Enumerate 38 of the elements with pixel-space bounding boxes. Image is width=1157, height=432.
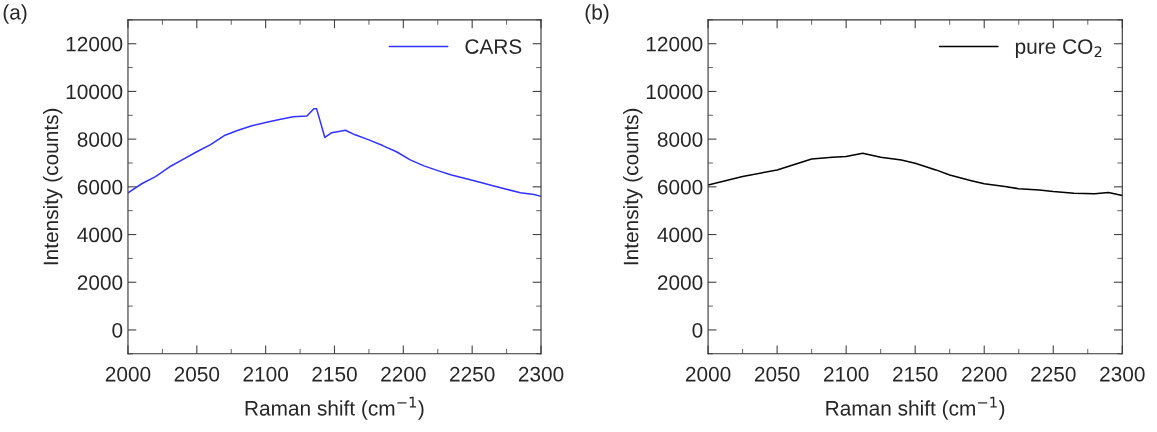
x-tick-label: 2000 — [685, 366, 731, 382]
x-tick-label: 2150 — [893, 366, 938, 382]
x-tick-label: 2100 — [824, 366, 869, 382]
y-tick-label: 4000 — [77, 227, 123, 243]
y-tick-label: 8000 — [657, 132, 703, 147]
x-tick-label: 2050 — [174, 366, 220, 382]
y-axis-title: Intensity (counts) — [42, 108, 63, 265]
x-axis-title: Raman shift (cm$^{−1}$) — [245, 396, 424, 420]
y-tick-label: 10000 — [66, 84, 123, 100]
legend-label: CARS — [465, 39, 522, 54]
x-tick-label: 2250 — [450, 366, 495, 382]
y-tick-label: 2000 — [657, 275, 703, 290]
text: (b) — [585, 4, 609, 24]
x-tick-label: 2000 — [105, 366, 151, 382]
y-tick-label: 12000 — [66, 36, 123, 52]
text: (a) — [3, 4, 27, 24]
y-tick-label: 8000 — [77, 132, 123, 147]
legend-label: pure CO$_{2}$ — [1015, 39, 1102, 59]
x-axis-title: Raman shift (cm$^{−1}$) — [826, 396, 1005, 420]
y-tick-label: 4000 — [657, 227, 703, 243]
y-tick-label: 2000 — [77, 275, 123, 290]
x-tick-label: 2200 — [962, 366, 1007, 382]
y-tick-label: 0 — [692, 322, 703, 338]
x-tick-label: 2150 — [312, 366, 357, 382]
x-tick-label: 2200 — [381, 366, 426, 382]
line-series — [127, 108, 542, 198]
x-tick-label: 2300 — [518, 366, 564, 382]
y-axis-title: Intensity (counts) — [623, 108, 643, 265]
x-tick-label: 2250 — [1031, 366, 1076, 382]
x-tick-label: 2100 — [243, 366, 289, 382]
x-tick-label: 2050 — [755, 366, 800, 382]
y-tick-label: 6000 — [657, 179, 703, 195]
y-tick-label: 10000 — [646, 84, 703, 100]
y-tick-label: 6000 — [77, 179, 123, 195]
x-tick-label: 2300 — [1100, 366, 1145, 382]
y-tick-label: 0 — [112, 322, 123, 338]
line-series — [708, 152, 1123, 197]
y-tick-label: 12000 — [646, 36, 703, 52]
